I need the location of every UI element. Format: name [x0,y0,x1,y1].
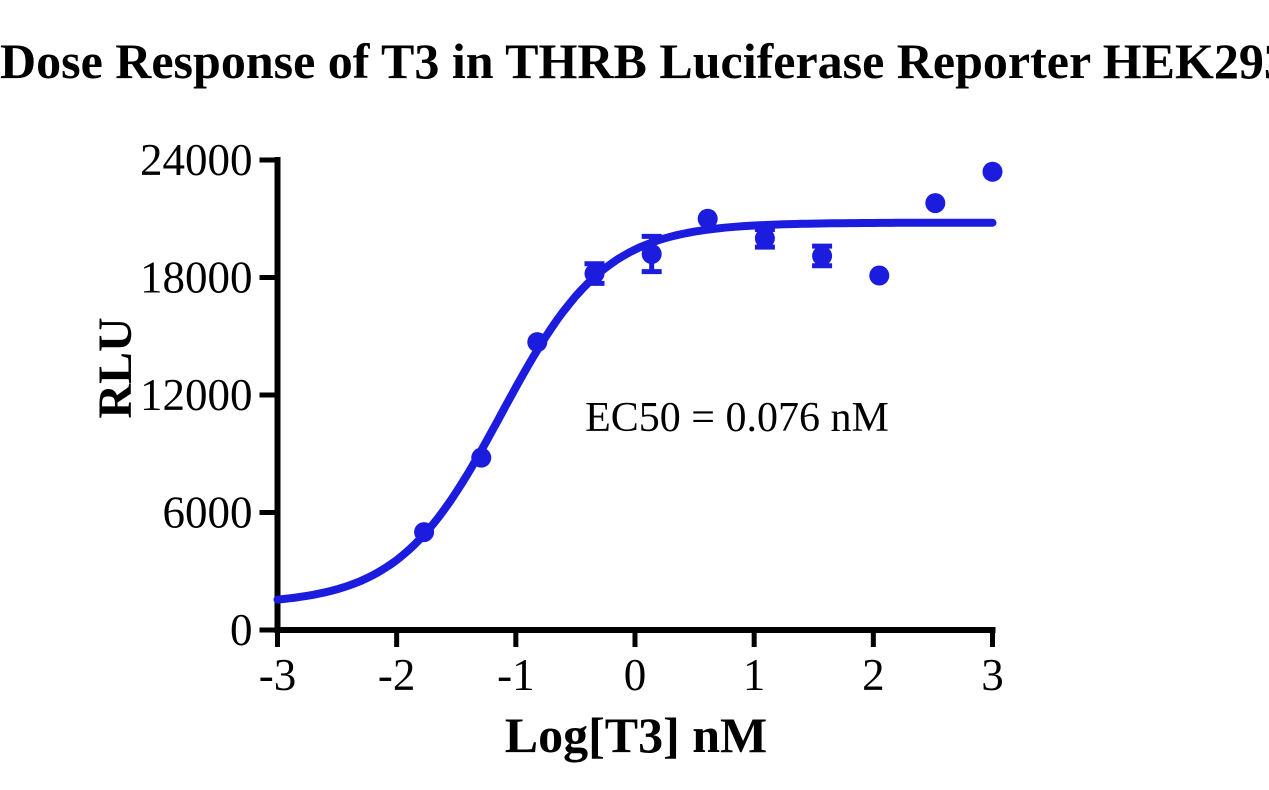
data-point [869,265,890,286]
ec50-annotation: EC50 = 0.076 nM [585,395,889,441]
y-tick-label: 6000 [163,488,253,538]
y-tick-label: 0 [230,605,253,655]
x-tick-label: 1 [743,650,766,700]
data-point [697,208,718,229]
data-point [982,161,1003,182]
x-tick-label: -3 [259,650,297,700]
chart-title: Dose Response of T3 in THRB Luciferase R… [0,33,1269,89]
data-point [414,522,435,543]
y-tick-label: 24000 [140,135,253,185]
series-t3 [273,161,1003,604]
y-axis-label: RLU [89,317,142,418]
y-tick-label: 12000 [140,370,253,420]
x-tick-label: -1 [497,650,535,700]
data-point [925,193,946,214]
data-point [641,244,662,264]
data-point [471,447,492,468]
x-axis-label: Log[T3] nM [505,707,768,763]
data-point [812,245,833,266]
x-tick-label: 2 [862,650,885,700]
x-tick-label: 0 [624,650,647,700]
y-tick-label: 18000 [140,253,253,303]
axes: -3 -2 -1 0 1 2 3 0 6000 12000 18000 24000 [140,135,1004,700]
fit-curve [273,218,997,604]
x-tick-label: 3 [981,650,1004,700]
data-point [584,263,605,284]
x-tick-label: -2 [378,650,416,700]
data-point [754,228,775,249]
data-point [527,332,548,353]
